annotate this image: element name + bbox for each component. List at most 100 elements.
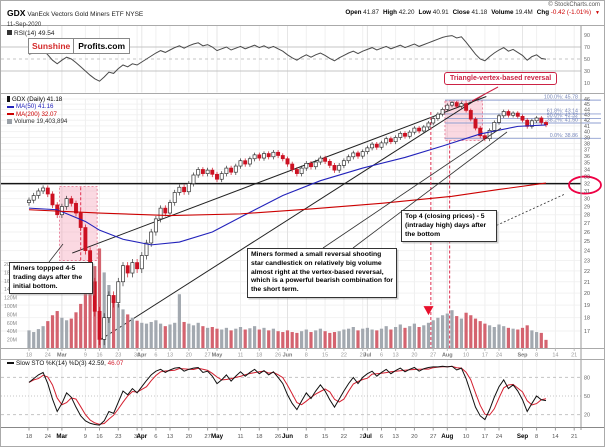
stoch-legend-swatch-icon	[7, 362, 14, 365]
svg-text:30: 30	[584, 69, 590, 75]
stoch-legend: Slow STO %K(14) %D(3) 42.59, 46.07	[7, 360, 123, 367]
svg-text:42: 42	[584, 118, 590, 124]
rsi-line	[28, 35, 547, 82]
svg-text:Mar: Mar	[57, 353, 68, 359]
svg-text:9: 9	[84, 353, 87, 359]
svg-text:29: 29	[360, 353, 366, 359]
svg-text:18: 18	[256, 434, 262, 440]
svg-text:120M: 120M	[4, 296, 17, 302]
svg-text:6: 6	[380, 434, 383, 440]
svg-text:35: 35	[584, 161, 590, 167]
stoch-reference-lines	[1, 376, 581, 416]
quote-bar: Open 41.87 High 42.20 Low 40.91 Close 41.18…	[345, 9, 600, 16]
svg-text:8: 8	[535, 353, 538, 359]
svg-text:8: 8	[535, 434, 538, 440]
svg-text:Aug: Aug	[441, 433, 453, 440]
svg-text:23: 23	[115, 434, 121, 440]
svg-text:70: 70	[584, 45, 590, 51]
quote-item: Low 40.91	[418, 9, 449, 16]
svg-text:Aug: Aug	[442, 353, 453, 359]
svg-text:32: 32	[584, 182, 590, 188]
svg-text:30: 30	[584, 197, 590, 203]
svg-text:25: 25	[584, 239, 590, 245]
svg-text:28: 28	[584, 213, 590, 219]
svg-text:24: 24	[45, 353, 51, 359]
svg-text:50: 50	[584, 394, 590, 400]
legend-item: GDX (Daily) 41.18	[7, 96, 67, 103]
svg-text:34: 34	[584, 167, 590, 173]
svg-text:11: 11	[237, 434, 243, 440]
svg-text:18: 18	[256, 353, 262, 359]
svg-text:Jun: Jun	[283, 353, 293, 359]
panel-borders	[1, 93, 604, 349]
svg-text:26: 26	[275, 434, 281, 440]
red-dashed-verticals	[80, 112, 451, 349]
svg-text:27: 27	[584, 221, 590, 227]
svg-text:6: 6	[154, 434, 157, 440]
svg-text:Jul: Jul	[363, 353, 371, 359]
stoch-borders	[1, 359, 604, 428]
svg-text:30: 30	[134, 353, 140, 359]
svg-text:27: 27	[204, 434, 210, 440]
svg-text:22: 22	[584, 269, 590, 275]
svg-text:6: 6	[154, 353, 157, 359]
ticker-symbol: GDX	[7, 8, 26, 18]
svg-text:100.0%: 45.78: 100.0%: 45.78	[544, 95, 578, 101]
rsi-legend: RSI(14) 49.54	[7, 30, 143, 37]
legend-item: Volume 19,403,894	[7, 118, 67, 125]
svg-text:16: 16	[96, 434, 102, 440]
svg-text:15: 15	[322, 353, 328, 359]
quote-item: Close 41.18	[452, 9, 488, 16]
volume-bars	[27, 248, 548, 348]
svg-text:Sep: Sep	[517, 353, 528, 359]
svg-text:31: 31	[584, 189, 590, 195]
rsi-panel: 90 70 50 30 10	[1, 25, 604, 93]
svg-text:20: 20	[411, 353, 417, 359]
quote-item: Chg -0.42 (-1.01%) ▼	[536, 9, 600, 16]
svg-text:18: 18	[26, 353, 32, 359]
svg-text:15: 15	[322, 434, 328, 440]
svg-text:90: 90	[584, 33, 590, 39]
stoch-k-line	[28, 365, 547, 426]
svg-text:43: 43	[584, 113, 590, 119]
svg-text:41: 41	[584, 124, 590, 130]
svg-text:20: 20	[584, 413, 590, 419]
svg-text:26: 26	[584, 230, 590, 236]
svg-text:24: 24	[584, 249, 590, 255]
emphasis-ellipse	[568, 175, 602, 195]
svg-text:17: 17	[482, 353, 488, 359]
svg-text:13: 13	[167, 353, 173, 359]
svg-text:50.0%: 42.32: 50.0%: 42.32	[547, 113, 578, 119]
chart-header: GDX VanEck Vectors Gold Miners ETF NYSE 1…	[7, 3, 143, 37]
svg-text:Sep: Sep	[517, 433, 529, 440]
down-triangle-icon: ▼	[595, 10, 600, 16]
svg-text:20M: 20M	[7, 338, 17, 344]
annotation-initial-bottom: Miners toppped 4-5 trading days after th…	[9, 262, 93, 295]
svg-text:40: 40	[584, 130, 590, 136]
svg-text:8: 8	[305, 353, 308, 359]
legend-item: MA(50) 41.16	[7, 103, 67, 110]
svg-text:11: 11	[238, 353, 244, 359]
svg-text:Apr: Apr	[136, 433, 147, 440]
stoch-d-line	[28, 365, 547, 425]
svg-text:14: 14	[552, 434, 559, 440]
red-arrow-icon	[423, 306, 434, 316]
svg-text:30: 30	[134, 434, 140, 440]
price-legend: GDX (Daily) 41.18 MA(50) 41.16 MA(200) 32.…	[7, 96, 67, 125]
svg-text:10: 10	[584, 81, 590, 87]
svg-text:13: 13	[392, 434, 398, 440]
svg-text:18: 18	[584, 316, 590, 322]
svg-text:10: 10	[463, 353, 469, 359]
svg-text:36: 36	[584, 154, 590, 160]
rsi-legend-label: RSI(14) 49.54	[14, 30, 55, 37]
svg-text:8: 8	[305, 434, 308, 440]
legend-swatch-icon	[7, 112, 14, 115]
svg-text:46: 46	[584, 97, 590, 103]
svg-text:17: 17	[482, 434, 488, 440]
svg-text:20: 20	[186, 434, 192, 440]
svg-text:39: 39	[584, 135, 590, 141]
svg-text:19: 19	[584, 303, 590, 309]
